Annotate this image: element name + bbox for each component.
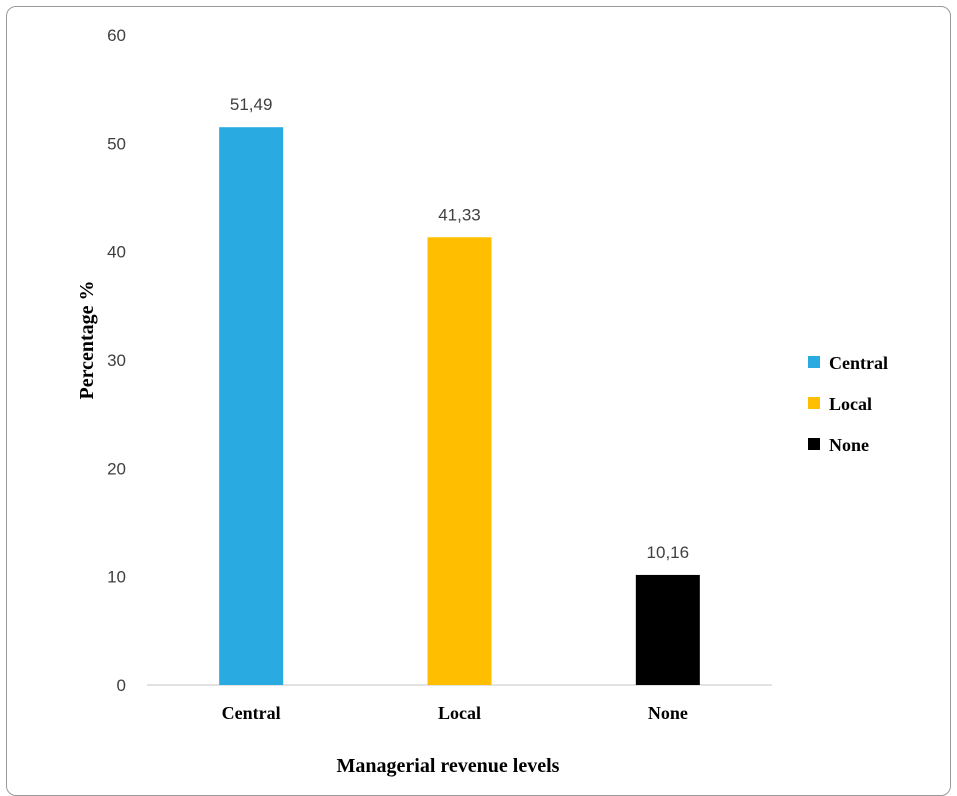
bar-chart: 0 10 20 30 40 50 60 51,49 41,33 10,16 Central Loc… <box>76 26 888 777</box>
y-axis-title: Percentage % <box>76 280 98 399</box>
bar-local <box>427 237 492 685</box>
legend: Central Local None <box>808 353 888 455</box>
x-axis-title: Managerial revenue levels <box>337 755 560 777</box>
bars <box>219 127 700 686</box>
y-tick-label: 30 <box>107 351 126 370</box>
category-label-local: Local <box>438 703 481 723</box>
legend-label-central: Central <box>829 353 888 373</box>
category-label-central: Central <box>222 703 281 723</box>
legend-label-local: Local <box>829 394 872 414</box>
y-tick-label: 60 <box>107 26 126 45</box>
data-labels: 51,49 41,33 10,16 <box>230 95 689 562</box>
data-label-none: 10,16 <box>647 543 690 562</box>
y-axis-ticks: 0 10 20 30 40 50 60 <box>107 26 126 695</box>
y-tick-label: 50 <box>107 134 126 153</box>
data-label-local: 41,33 <box>438 205 481 224</box>
data-label-central: 51,49 <box>230 95 273 114</box>
legend-swatch-central <box>808 356 820 368</box>
y-tick-label: 20 <box>107 459 126 478</box>
legend-label-none: None <box>829 435 869 455</box>
category-labels: Central Local None <box>222 703 688 723</box>
bar-central <box>219 127 284 686</box>
legend-swatch-local <box>808 397 820 409</box>
y-tick-label: 0 <box>117 676 126 695</box>
y-tick-label: 10 <box>107 568 126 587</box>
legend-swatch-none <box>808 438 820 450</box>
y-tick-label: 40 <box>107 243 126 262</box>
bar-none <box>635 574 700 685</box>
category-label-none: None <box>648 703 688 723</box>
